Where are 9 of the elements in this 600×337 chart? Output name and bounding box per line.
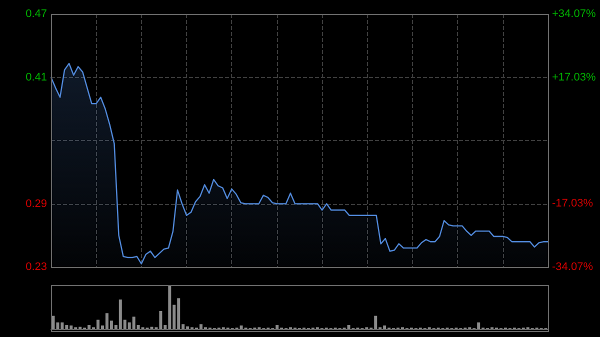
- y-tick-label: 0.41: [26, 71, 47, 84]
- y2-tick-label: +34.07%: [552, 8, 596, 20]
- y2-tick-label: +17.03%: [552, 71, 596, 84]
- y2-tick-label: -17.03%: [552, 198, 594, 210]
- y2-tick-label: -34.07%: [552, 261, 594, 273]
- bar: [347, 325, 350, 329]
- y-tick-label: 0.47: [26, 8, 47, 20]
- y-tick-label: 0.23: [26, 261, 47, 273]
- y-tick-label: 0.29: [26, 198, 47, 210]
